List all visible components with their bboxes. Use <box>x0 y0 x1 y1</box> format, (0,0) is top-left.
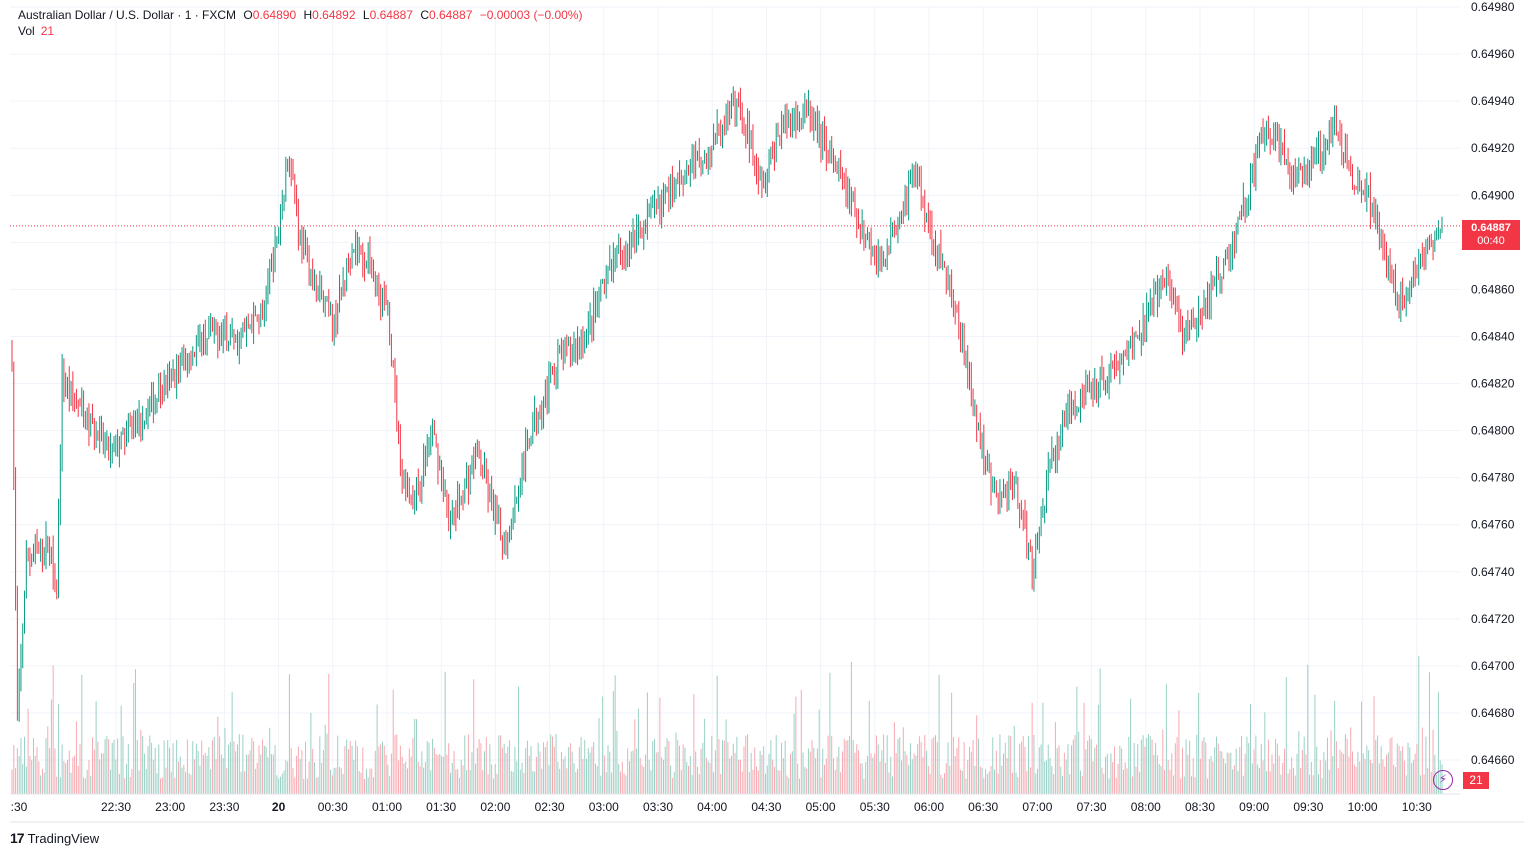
time-tick-label: 08:00 <box>1131 800 1161 814</box>
open-value: 0.64890 <box>252 8 297 22</box>
price-tick-label: 0.64680 <box>1471 706 1515 720</box>
price-tick-label: 0.64840 <box>1471 329 1515 343</box>
volume-legend: Vol 21 <box>18 24 54 38</box>
price-tick-label: 0.64720 <box>1471 612 1515 626</box>
low-label: L <box>362 8 370 22</box>
time-axis: :30 22:30 23:00 23:30 20 00:30 01:00 01:30 02:00… <box>11 800 1432 814</box>
price-tick-label: 0.64660 <box>1471 753 1515 767</box>
price-tick-label: 0.64760 <box>1471 518 1515 532</box>
time-tick-label: 01:00 <box>372 800 402 814</box>
time-tick-label: 00:30 <box>318 800 348 814</box>
time-tick-label: 03:30 <box>643 800 673 814</box>
time-tick-label: 08:30 <box>1185 800 1215 814</box>
price-tick-label: 0.64920 <box>1471 141 1515 155</box>
price-tick-label: 0.64700 <box>1471 659 1515 673</box>
volume-bars <box>11 655 1443 794</box>
time-tick-label: 02:30 <box>535 800 565 814</box>
tradingview-brand[interactable]: 17 TradingView <box>10 830 99 846</box>
time-tick-label: 06:00 <box>914 800 944 814</box>
price-tick-label: 0.64740 <box>1471 565 1515 579</box>
symbol-title[interactable]: Australian Dollar / U.S. Dollar · 1 · FX… <box>18 8 237 22</box>
time-tick-label: 09:30 <box>1293 800 1323 814</box>
time-tick-label: 06:30 <box>968 800 998 814</box>
time-tick-label: 04:00 <box>697 800 727 814</box>
lightning-icon[interactable]: ⚡ <box>1433 770 1453 790</box>
time-tick-label: 07:00 <box>1022 800 1052 814</box>
last-price-value: 0.64887 <box>1471 222 1511 234</box>
price-tick-label: 0.64820 <box>1471 377 1515 391</box>
symbol-legend: Australian Dollar / U.S. Dollar · 1 · FX… <box>18 7 582 23</box>
price-candles <box>11 86 1443 722</box>
volume-label[interactable]: Vol <box>18 24 35 38</box>
price-tick-label: 0.64940 <box>1471 94 1515 108</box>
close-label: C <box>420 8 429 22</box>
high-label: H <box>303 8 313 22</box>
price-tick-label: 0.64960 <box>1471 47 1515 61</box>
time-tick-label: 23:00 <box>155 800 185 814</box>
close-value: 0.64887 <box>428 8 473 22</box>
time-tick-label: 04:30 <box>751 800 781 814</box>
time-tick-label: 23:30 <box>209 800 239 814</box>
high-value: 0.64892 <box>312 8 356 22</box>
last-price-badge: 0.64887 00:40 <box>1462 220 1520 250</box>
open-label: O <box>243 8 253 22</box>
bar-countdown: 00:40 <box>1477 235 1505 247</box>
time-tick-label: 05:30 <box>860 800 890 814</box>
time-tick-label: 07:30 <box>1077 800 1107 814</box>
price-axis: 0.64980 0.64960 0.64940 0.64920 0.64900 0.648… <box>1471 0 1515 767</box>
time-tick-label: 22:30 <box>101 800 131 814</box>
price-tick-label: 0.64900 <box>1471 188 1515 202</box>
low-value: 0.64887 <box>369 8 413 22</box>
time-tick-label: :30 <box>11 800 28 814</box>
price-tick-label: 0.64860 <box>1471 282 1515 296</box>
volume-badge: 21 <box>1463 772 1489 789</box>
time-tick-label: 02:00 <box>480 800 510 814</box>
time-tick-label: 09:00 <box>1239 800 1269 814</box>
price-tick-label: 0.64800 <box>1471 424 1515 438</box>
price-tick-label: 0.64980 <box>1471 0 1515 14</box>
time-tick-label: 20 <box>272 800 286 814</box>
time-tick-label: 05:00 <box>806 800 836 814</box>
tradingview-logo-icon: 17 <box>10 830 25 846</box>
time-tick-label: 10:00 <box>1348 800 1378 814</box>
time-tick-label: 10:30 <box>1402 800 1432 814</box>
grid-lines <box>10 6 1460 794</box>
brand-name: TradingView <box>27 830 100 846</box>
time-tick-label: 03:00 <box>589 800 619 814</box>
change-value: −0.00003 (−0.00%) <box>479 8 583 22</box>
time-tick-label: 01:30 <box>426 800 456 814</box>
price-tick-label: 0.64780 <box>1471 471 1515 485</box>
volume-value: 21 <box>40 24 55 38</box>
